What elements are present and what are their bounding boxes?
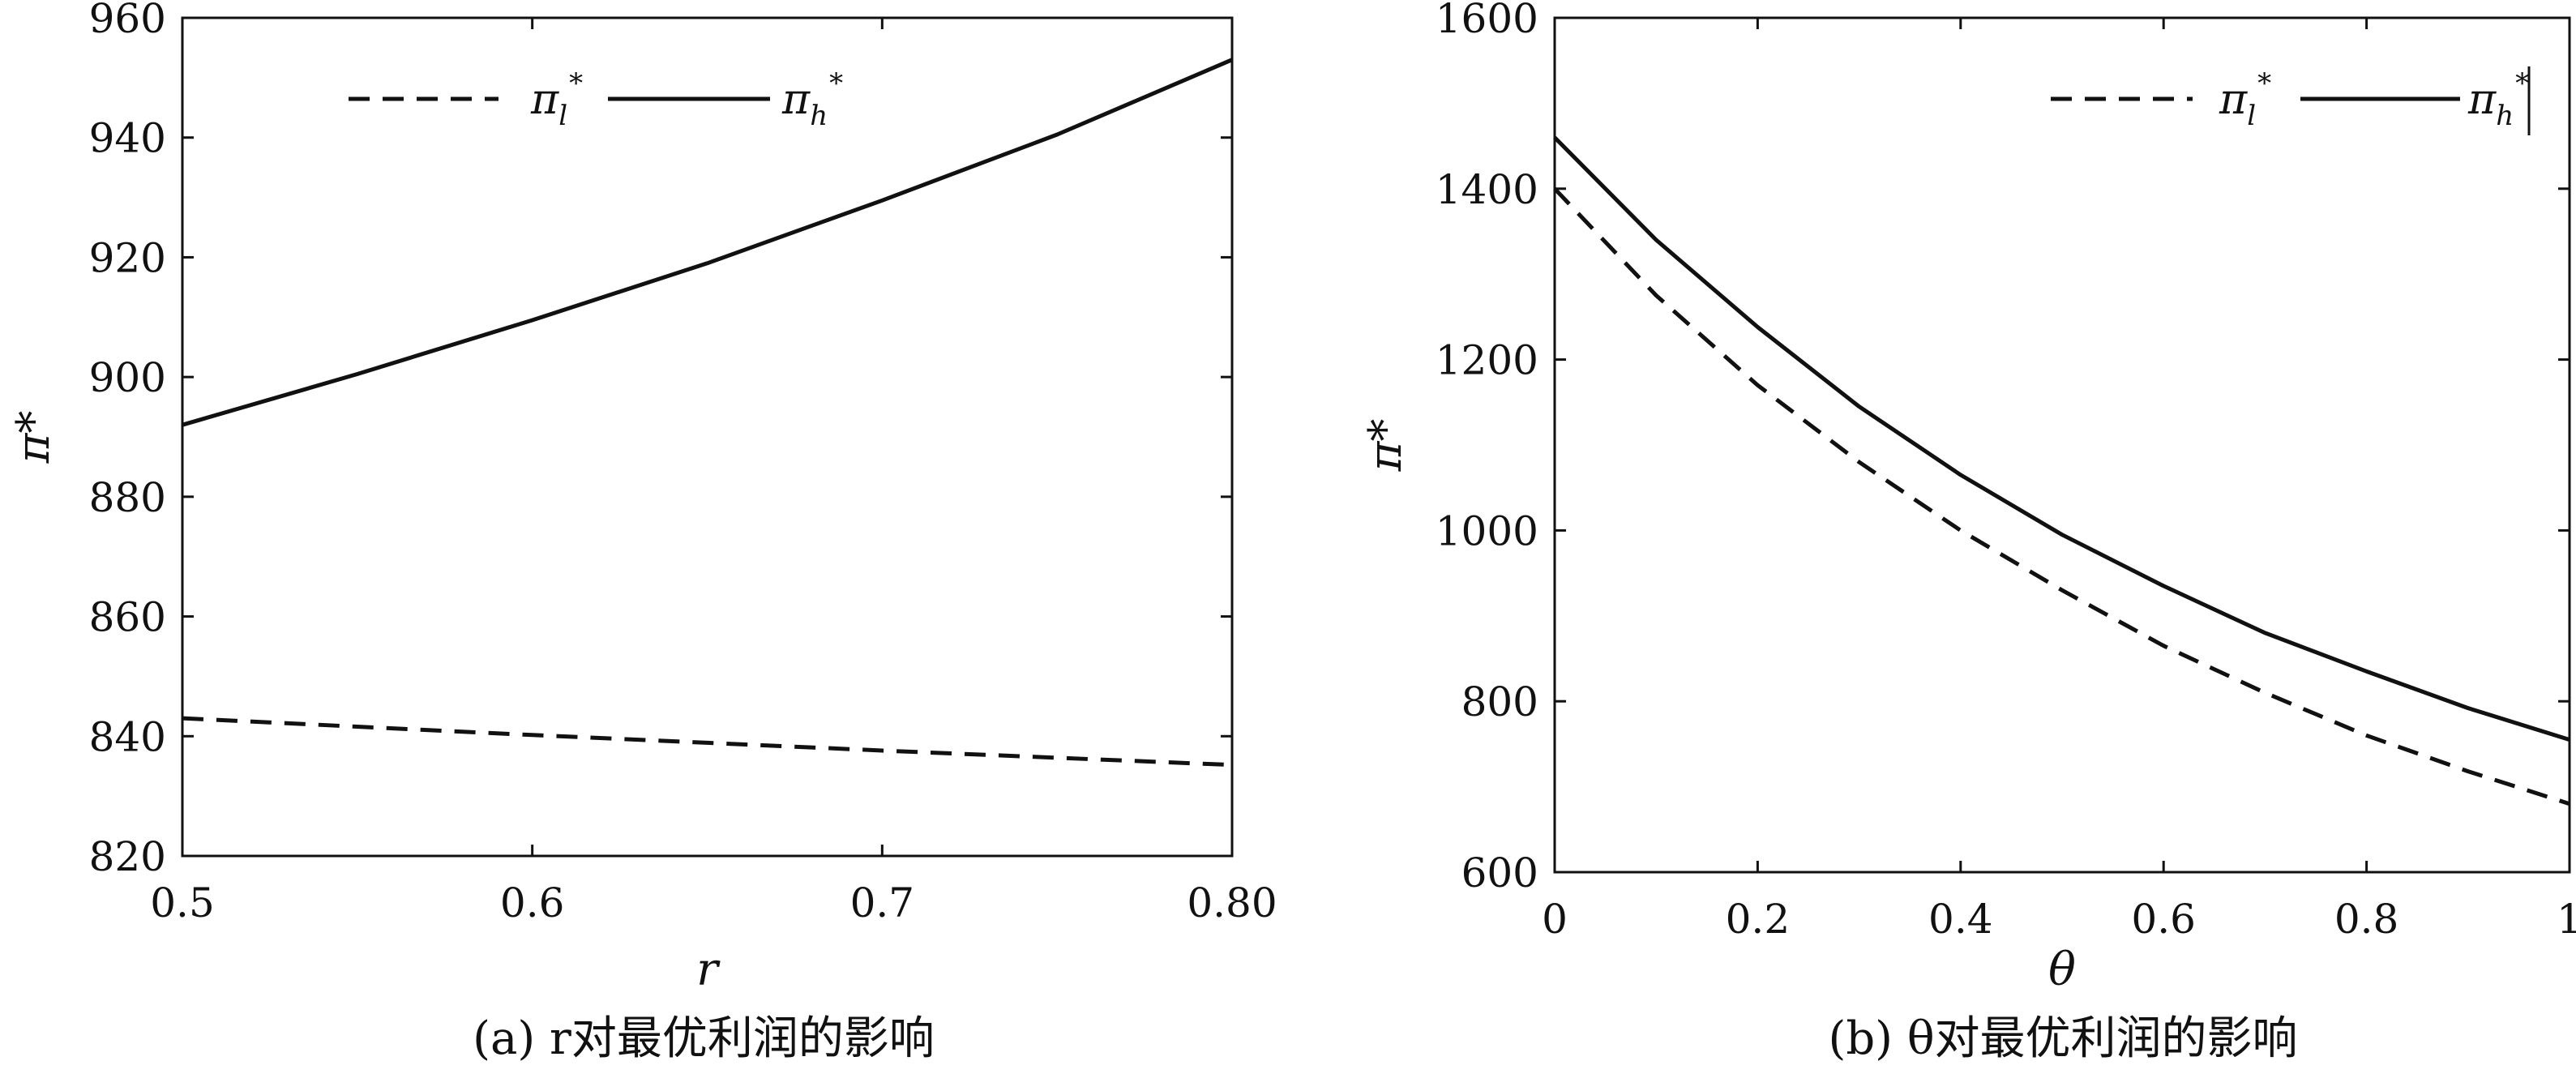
series-line-l: [182, 716, 1233, 768]
y-tick-label: 1000: [1436, 507, 1538, 554]
y-tick-label: 1200: [1436, 337, 1538, 384]
legend-label-pi-h: πh*: [781, 67, 843, 132]
y-tick-label: 940: [89, 115, 166, 162]
y-tick-label: 840: [89, 713, 166, 760]
chart-panel-b: 0 0.2 0.4 0.6 0.8 16008001000120014001600θπ*π…: [1359, 0, 2576, 1065]
y-tick-label: 880: [89, 474, 166, 521]
x-tick-label: 0.2: [1726, 896, 1791, 943]
plot-frame: [1553, 16, 2571, 874]
y-axis-label: π*: [7, 411, 60, 464]
chart-caption: (b) θ对最优利润的影响: [1828, 1012, 2297, 1065]
y-tick-label: 860: [89, 594, 166, 641]
y-tick-label: 1400: [1436, 166, 1538, 213]
y-tick-label: 600: [1461, 849, 1538, 896]
legend-label-pi-h: πh*: [2467, 67, 2529, 132]
legend: πl* πh*: [349, 67, 843, 132]
y-tick-label: 960: [89, 0, 166, 42]
chart-panel-a: 0.5 0.6 0.7 0.80 820 840 860 880 900 920 940 960 r π*…: [7, 0, 1277, 1065]
y-tick-label: 820: [89, 833, 166, 880]
legend-label-pi-l: πl*: [530, 67, 583, 132]
series-line-l: [1553, 187, 2570, 806]
chart-caption: (a) r对最优利润的影响: [473, 1012, 935, 1065]
x-tick-label: 0.6: [500, 879, 565, 926]
x-tick-label: 0.5: [150, 879, 215, 926]
legend: πl* πh*: [2051, 66, 2531, 135]
plot-frame: [181, 16, 1234, 858]
y-tick-label: 800: [1461, 678, 1538, 725]
y-tick-label: 1600: [1436, 0, 1538, 42]
x-tick-label: 0.6: [2131, 896, 2196, 943]
series-line-h: [1553, 135, 2570, 742]
x-tick-label: 0.8: [2334, 896, 2399, 943]
x-tick-label: 0: [1542, 896, 1568, 943]
x-axis-label: r: [696, 943, 721, 996]
y-tick-label: 920: [89, 234, 166, 281]
x-axis-label: θ: [2048, 943, 2076, 996]
x-tick-label: 1: [2557, 896, 2576, 943]
x-tick-label: 0.80: [1187, 879, 1277, 926]
legend-label-pi-l: πl*: [2219, 67, 2271, 132]
x-tick-label: 0.7: [850, 879, 915, 926]
y-tick-label: 900: [89, 354, 166, 401]
y-axis-label: π*: [1359, 419, 1412, 473]
series-line-h: [182, 58, 1233, 427]
x-tick-label: 0.4: [1928, 896, 1993, 943]
